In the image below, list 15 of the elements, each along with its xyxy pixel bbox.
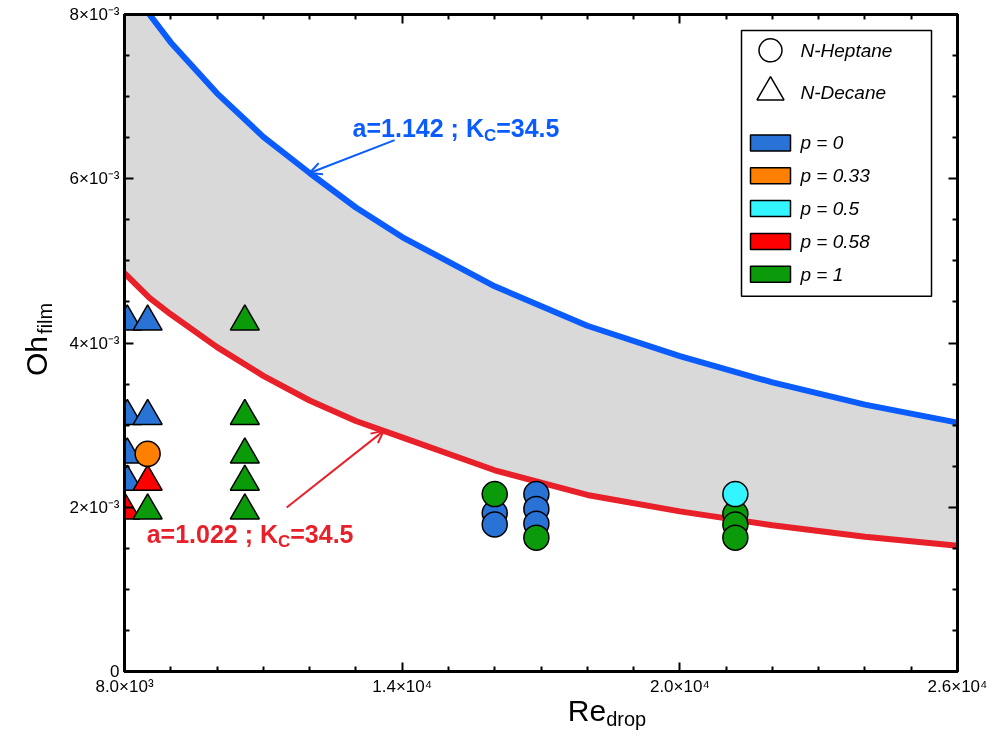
x-tick-label: 1.4×10⁴ [372,676,433,696]
y-tick-label: 4×10⁻³ [69,333,120,353]
y-axis-title: Ohfilm [20,302,56,377]
legend-label: p = 0.33 [799,165,871,187]
legend-label: p = 0.58 [799,230,871,252]
y-tick-label: 2×10⁻³ [69,497,120,517]
y-tick-label: 8×10⁻³ [69,5,120,24]
legend-label: N-Decane [800,81,887,103]
x-tick-label: 2.0×10⁴ [649,676,710,696]
legend-label: p = 1 [799,263,844,285]
x-tick-label: 2.6×10⁴ [927,676,988,696]
legend-label: N-Heptane [800,39,893,61]
legend-label: p = 0.5 [799,198,860,220]
legend-label: p = 0 [799,132,844,154]
y-tick-label: 6×10⁻³ [69,169,120,189]
